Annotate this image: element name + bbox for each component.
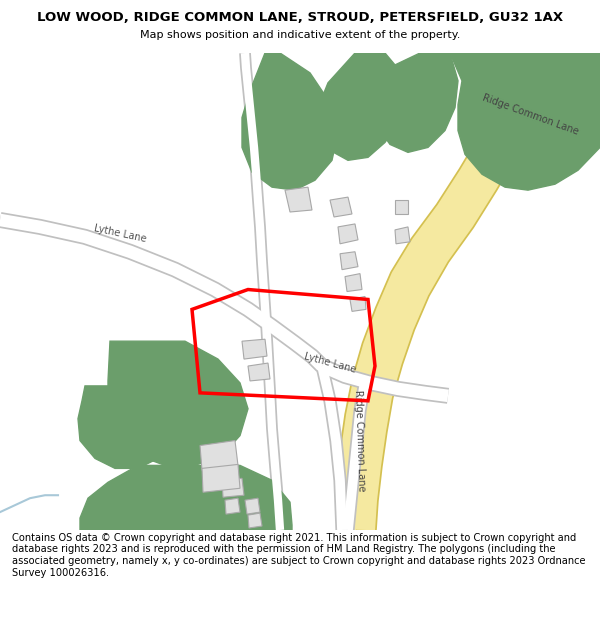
Polygon shape (202, 464, 240, 492)
Polygon shape (108, 341, 248, 466)
Polygon shape (248, 513, 262, 528)
Polygon shape (318, 53, 405, 161)
Polygon shape (395, 200, 408, 214)
Polygon shape (242, 339, 267, 359)
Polygon shape (345, 274, 362, 291)
Polygon shape (248, 363, 270, 381)
Polygon shape (330, 197, 352, 217)
Polygon shape (80, 466, 292, 530)
Text: Ridge Common Lane: Ridge Common Lane (353, 389, 367, 491)
Polygon shape (338, 224, 358, 244)
Polygon shape (350, 296, 366, 311)
Polygon shape (375, 53, 458, 152)
Polygon shape (347, 53, 565, 530)
Text: Lythe Lane: Lythe Lane (303, 351, 357, 375)
Polygon shape (78, 386, 178, 468)
Polygon shape (222, 478, 244, 498)
Text: Lythe Lane: Lythe Lane (93, 223, 147, 244)
Polygon shape (245, 498, 260, 514)
Text: Ridge Common Lane: Ridge Common Lane (481, 92, 580, 137)
Text: Contains OS data © Crown copyright and database right 2021. This information is : Contains OS data © Crown copyright and d… (12, 533, 586, 578)
Polygon shape (285, 187, 312, 212)
Polygon shape (450, 53, 600, 190)
Polygon shape (395, 227, 410, 244)
Polygon shape (242, 53, 338, 190)
Polygon shape (340, 252, 358, 269)
Text: Map shows position and indicative extent of the property.: Map shows position and indicative extent… (140, 30, 460, 40)
Polygon shape (225, 498, 240, 514)
Text: LOW WOOD, RIDGE COMMON LANE, STROUD, PETERSFIELD, GU32 1AX: LOW WOOD, RIDGE COMMON LANE, STROUD, PET… (37, 11, 563, 24)
Polygon shape (200, 441, 238, 471)
